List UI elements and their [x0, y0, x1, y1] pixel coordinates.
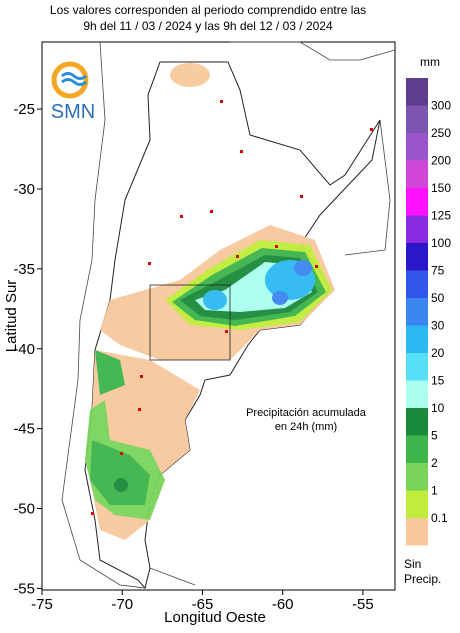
legend-label: 0.1 — [431, 511, 448, 525]
y-tick-label: -30 — [13, 181, 35, 198]
header-line: Los valores corresponden al periodo comp… — [50, 3, 366, 17]
legend-swatch — [406, 105, 428, 133]
legend-label: 30 — [431, 319, 445, 333]
legend-swatch — [406, 298, 428, 326]
axes: -75 -70 -65 -60 -55 -25 -30 -35 -40 -45 -50 -55 — [13, 101, 373, 613]
y-tick-label: -45 — [13, 421, 35, 438]
x-tick-label: -60 — [272, 596, 294, 613]
legend-label: 200 — [431, 154, 451, 168]
y-tick-label: -40 — [13, 341, 35, 358]
legend-label: 150 — [431, 181, 451, 195]
legend-swatch — [406, 78, 428, 106]
x-tick-label: -55 — [352, 596, 374, 613]
x-tick-label: -75 — [31, 596, 53, 613]
province-border — [149, 284, 231, 361]
y-tick-label: -35 — [13, 261, 35, 278]
x-tick-label: -65 — [192, 596, 214, 613]
y-tick-label: -55 — [13, 580, 35, 597]
legend-swatch — [406, 160, 428, 188]
x-axis-label: Longitud Oeste — [164, 609, 266, 626]
header-line: 9h del 11 / 03 / 2024 y las 9h del 12 / … — [83, 19, 333, 33]
legend-swatch — [406, 408, 428, 436]
legend-label: 10 — [431, 401, 445, 415]
annotation: en 24h (mm) — [275, 421, 337, 433]
legend-label: 1 — [431, 484, 438, 498]
legend-label: 15 — [431, 374, 445, 388]
legend-none: Precip. — [404, 572, 441, 586]
legend-swatch — [406, 435, 428, 463]
legend-label: 75 — [431, 264, 445, 278]
y-axis-label: Latitud Sur — [3, 280, 20, 353]
y-tick-label: -50 — [13, 501, 35, 518]
logo: SMN — [51, 61, 95, 123]
y-tick-label: -25 — [13, 101, 35, 118]
legend-none: Sin — [404, 557, 421, 571]
legend-label: 50 — [431, 291, 445, 305]
legend-swatch — [406, 243, 428, 271]
legend-swatch — [406, 188, 428, 216]
legend-label: 100 — [431, 236, 451, 250]
legend-swatch — [406, 490, 428, 518]
annotation: Precipitación acumulada — [246, 407, 367, 419]
x-tick-label: -70 — [111, 596, 133, 613]
legend-swatch — [406, 215, 428, 243]
legend-label: 250 — [431, 126, 451, 140]
legend-label: 20 — [431, 346, 445, 360]
legend-swatch — [406, 133, 428, 161]
legend-swatch — [406, 270, 428, 298]
logo-text: SMN — [51, 101, 95, 123]
legend-swatch — [406, 380, 428, 408]
legend-label: 125 — [431, 209, 451, 223]
map-area: Precipitación acumulada en 24h (mm) — [41, 41, 396, 591]
precip-fields — [85, 63, 335, 540]
legend-swatch — [406, 518, 428, 546]
legend-swatch — [406, 353, 428, 381]
legend-swatch — [406, 325, 428, 353]
legend-unit: mm — [420, 55, 440, 69]
legend-label: 300 — [431, 99, 451, 113]
stations — [91, 100, 373, 515]
legend-label: 5 — [431, 429, 438, 443]
legend-swatch — [406, 463, 428, 491]
legend-label: 2 — [431, 456, 438, 470]
legend: mm Sin Precip. 3002502001501251007550302… — [404, 55, 451, 586]
